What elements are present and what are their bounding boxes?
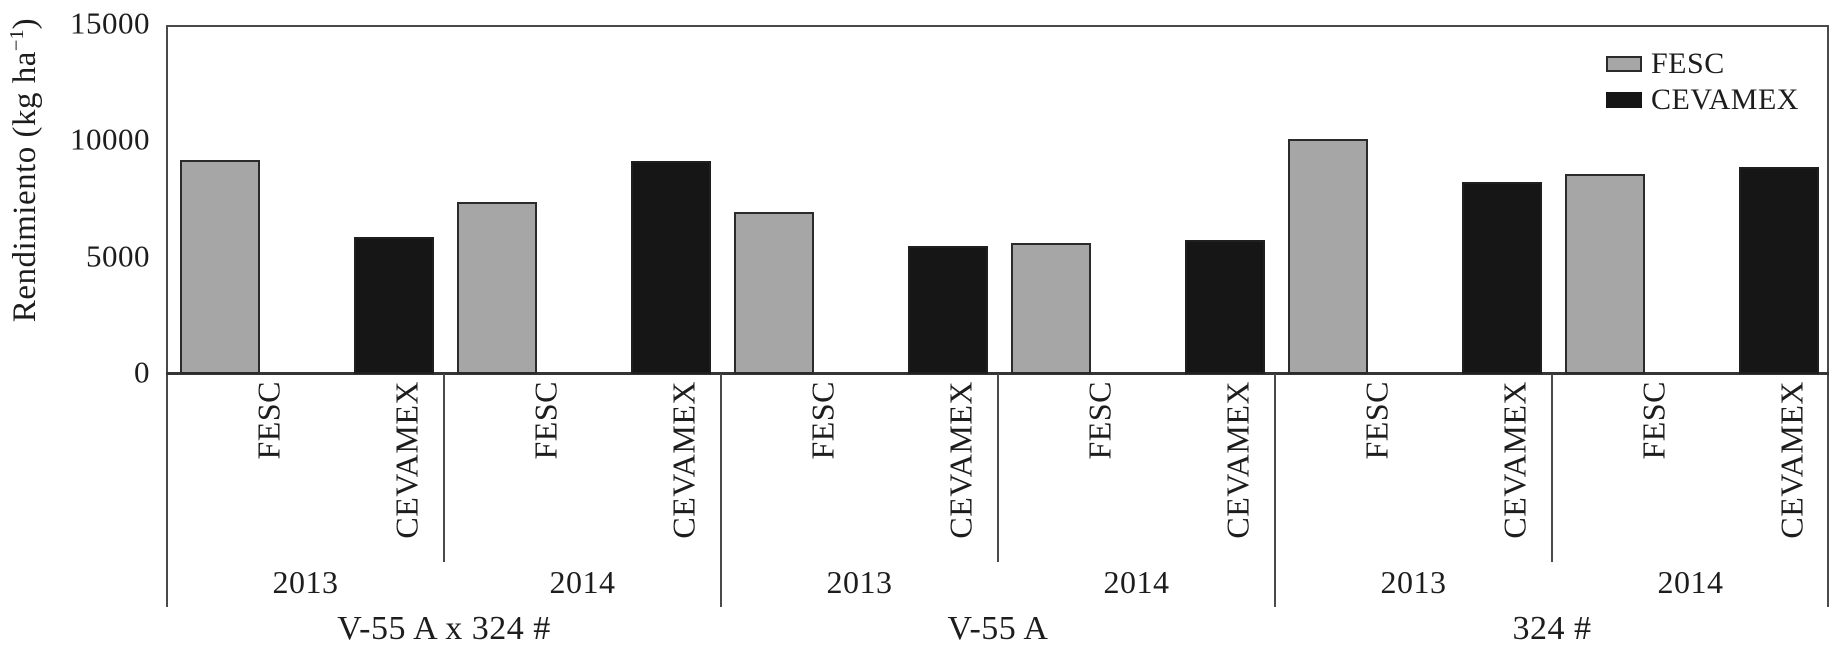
- bar-fesc: [734, 212, 814, 374]
- y-tick-label-0: 0: [134, 354, 150, 390]
- bar-label-fesc: FESC: [1635, 381, 1672, 460]
- bar-label-fesc: FESC: [804, 381, 841, 460]
- superscript-exponent: −1: [6, 29, 28, 52]
- legend-row-fesc: FESC: [1606, 46, 1799, 82]
- bar-cevamex: [631, 161, 711, 374]
- bar-cevamex: [1739, 167, 1819, 374]
- group-divider: [1274, 374, 1276, 607]
- year-label-2014: 2014: [1657, 564, 1724, 600]
- bar-label-fesc: FESC: [250, 381, 287, 460]
- bar-label-cevamex: CEVAMEX: [1496, 381, 1533, 539]
- bar-cevamex: [354, 237, 434, 374]
- bar-fesc: [1011, 243, 1091, 374]
- legend-swatch-fesc: [1606, 56, 1642, 72]
- year-label-2014: 2014: [549, 564, 616, 600]
- group-label-3: 324 #: [1512, 610, 1592, 647]
- bar-fesc: [1565, 174, 1645, 374]
- bar-cevamex: [1185, 240, 1265, 374]
- year-label-2013: 2013: [272, 564, 339, 600]
- legend-label-fesc: FESC: [1651, 47, 1725, 80]
- bar-label-cevamex: CEVAMEX: [665, 381, 702, 539]
- y-tick-label-5000: 5000: [86, 238, 150, 274]
- plot-right-border: [1827, 25, 1829, 607]
- y-axis-line: [166, 25, 168, 607]
- year-divider: [1551, 374, 1553, 562]
- legend-row-cevamex: CEVAMEX: [1606, 82, 1799, 118]
- year-divider: [443, 374, 445, 562]
- bar-label-cevamex: CEVAMEX: [1219, 381, 1256, 539]
- bar-fesc: [1288, 139, 1368, 374]
- bar-label-cevamex: CEVAMEX: [1773, 381, 1810, 539]
- y-axis-title: Rendimiento (kg ha−1): [6, 17, 43, 323]
- group-label-2: V-55 A: [947, 610, 1049, 647]
- bar-fesc: [457, 202, 537, 374]
- legend-swatch-cevamex: [1606, 92, 1642, 108]
- year-label-2014: 2014: [1103, 564, 1170, 600]
- bar-cevamex: [908, 246, 988, 374]
- bar-label-cevamex: CEVAMEX: [942, 381, 979, 539]
- y-tick-label-10000: 10000: [70, 121, 150, 157]
- year-label-2013: 2013: [826, 564, 893, 600]
- group-label-1: V-55 A x 324 #: [337, 610, 551, 647]
- bar-cevamex: [1462, 182, 1542, 374]
- year-label-2013: 2013: [1380, 564, 1447, 600]
- bar-label-fesc: FESC: [1358, 381, 1395, 460]
- bar-label-fesc: FESC: [527, 381, 564, 460]
- year-divider: [997, 374, 999, 562]
- legend-label-cevamex: CEVAMEX: [1651, 83, 1799, 116]
- legend: FESC CEVAMEX: [1606, 46, 1799, 118]
- y-tick-label-15000: 15000: [70, 5, 150, 41]
- x-axis-line: [166, 372, 1829, 375]
- bar-fesc: [180, 160, 260, 374]
- bar-label-cevamex: CEVAMEX: [388, 381, 425, 539]
- bar-label-fesc: FESC: [1081, 381, 1118, 460]
- group-divider: [720, 374, 722, 607]
- plot-top-border: [167, 25, 1829, 27]
